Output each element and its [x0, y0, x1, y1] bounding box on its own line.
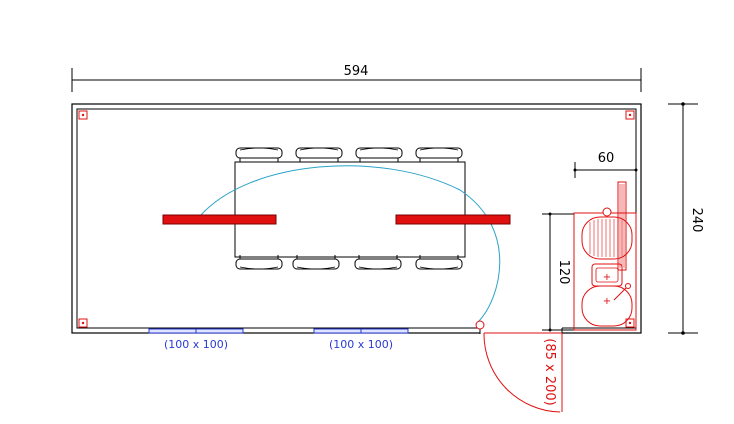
svg-text:+: + — [603, 272, 611, 283]
width-label: 594 — [344, 64, 369, 79]
corner-marker-top-right — [625, 110, 635, 120]
door-hinge — [475, 320, 485, 330]
chair — [355, 147, 403, 162]
entry-door: (85 x 200) — [483, 332, 563, 413]
window-1-label: (100 x 100) — [164, 338, 228, 351]
chair — [415, 147, 463, 162]
swing-arc — [199, 165, 501, 323]
kitchen-height-label: 120 — [556, 260, 571, 285]
window-2-label: (100 x 100) — [329, 338, 393, 351]
red-bar-right — [395, 214, 511, 225]
chair — [235, 147, 283, 162]
chairs-bottom — [235, 255, 463, 270]
window-1: (100 x 100) — [148, 328, 244, 351]
height-label: 240 — [689, 208, 704, 233]
red-bar-left — [162, 214, 277, 225]
chair — [235, 255, 283, 270]
corner-marker-bottom-right — [625, 318, 635, 328]
svg-text:+: + — [603, 296, 611, 307]
width-dimension: 594 — [71, 64, 642, 92]
corner-markers — [78, 110, 635, 328]
chair — [295, 147, 343, 162]
kitchen-width-dimension: 60 — [573, 151, 638, 178]
chair — [292, 255, 340, 270]
window-2: (100 x 100) — [313, 328, 409, 351]
kitchen-height-dimension: 120 — [542, 212, 574, 332]
chair — [354, 255, 402, 270]
kitchen-unit: + + — [573, 181, 637, 331]
kitchen-width-label: 60 — [598, 151, 615, 166]
height-dimension: 240 — [668, 102, 704, 335]
chairs-top — [235, 147, 463, 162]
chair — [415, 255, 463, 270]
corner-marker-bottom-left — [78, 318, 88, 328]
dining-table — [234, 161, 466, 258]
door-label: (85 x 200) — [542, 338, 557, 405]
corner-marker-top-left — [78, 110, 88, 120]
